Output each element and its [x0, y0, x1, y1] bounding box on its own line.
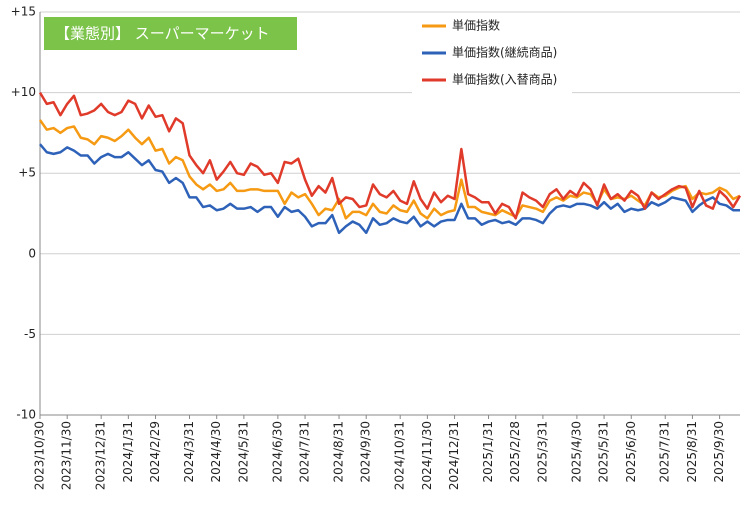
x-tick-label: 2024/12/31 — [447, 421, 461, 490]
x-tick-label: 2025/8/31 — [685, 421, 699, 483]
x-tick-label: 2024/8/31 — [332, 421, 346, 483]
x-tick-label: 2025/6/30 — [624, 421, 638, 483]
y-tick-label: 0 — [28, 246, 36, 260]
annotation: 【業態別】 スーパーマーケット — [55, 25, 270, 43]
x-tick-label: 2023/11/30 — [60, 421, 74, 490]
series-line — [38, 119, 741, 220]
x-tick-label: 2024/2/29 — [148, 421, 162, 483]
x-tick-label: 2024/6/30 — [270, 421, 284, 483]
x-tick-label: 2024/4/30 — [209, 421, 223, 483]
x-tick-label: 2024/7/31 — [298, 421, 312, 483]
x-tick-label: 2024/9/30 — [359, 421, 373, 483]
y-tick-label: +15 — [11, 5, 36, 19]
y-tick-label: -5 — [24, 327, 36, 341]
x-tick-label: 2024/10/31 — [393, 421, 407, 490]
y-tick-label: +5 — [18, 166, 36, 180]
series-line — [39, 143, 740, 235]
y-tick-label: +10 — [11, 85, 36, 99]
x-tick-label: 2025/1/31 — [481, 421, 495, 483]
x-tick-label: 2025/3/31 — [535, 421, 549, 483]
annotation-box — [44, 17, 297, 50]
x-tick-label: 2023/10/30 — [33, 421, 47, 490]
legend-label: 単価指数 — [452, 18, 500, 33]
x-tick-label: 2025/7/31 — [658, 421, 672, 483]
x-tick-label: 2024/1/31 — [121, 421, 135, 483]
x-tick-label: 2025/5/31 — [597, 421, 611, 483]
legend-label: 単価指数(継続商品) — [452, 45, 557, 60]
legend-label: 単価指数(入替商品) — [452, 72, 557, 87]
x-tick-label: 2025/9/30 — [712, 421, 726, 483]
x-tick-label: 2024/3/31 — [182, 421, 196, 483]
x-tick-label: 2024/11/30 — [420, 421, 434, 490]
x-tick-label: 2025/2/28 — [508, 421, 522, 483]
y-tick-label: -10 — [16, 408, 36, 422]
x-tick-label: 2025/4/30 — [569, 421, 583, 483]
series-line — [38, 91, 742, 220]
x-tick-label: 2023/12/31 — [94, 421, 108, 490]
x-tick-label: 2024/5/31 — [236, 421, 250, 483]
